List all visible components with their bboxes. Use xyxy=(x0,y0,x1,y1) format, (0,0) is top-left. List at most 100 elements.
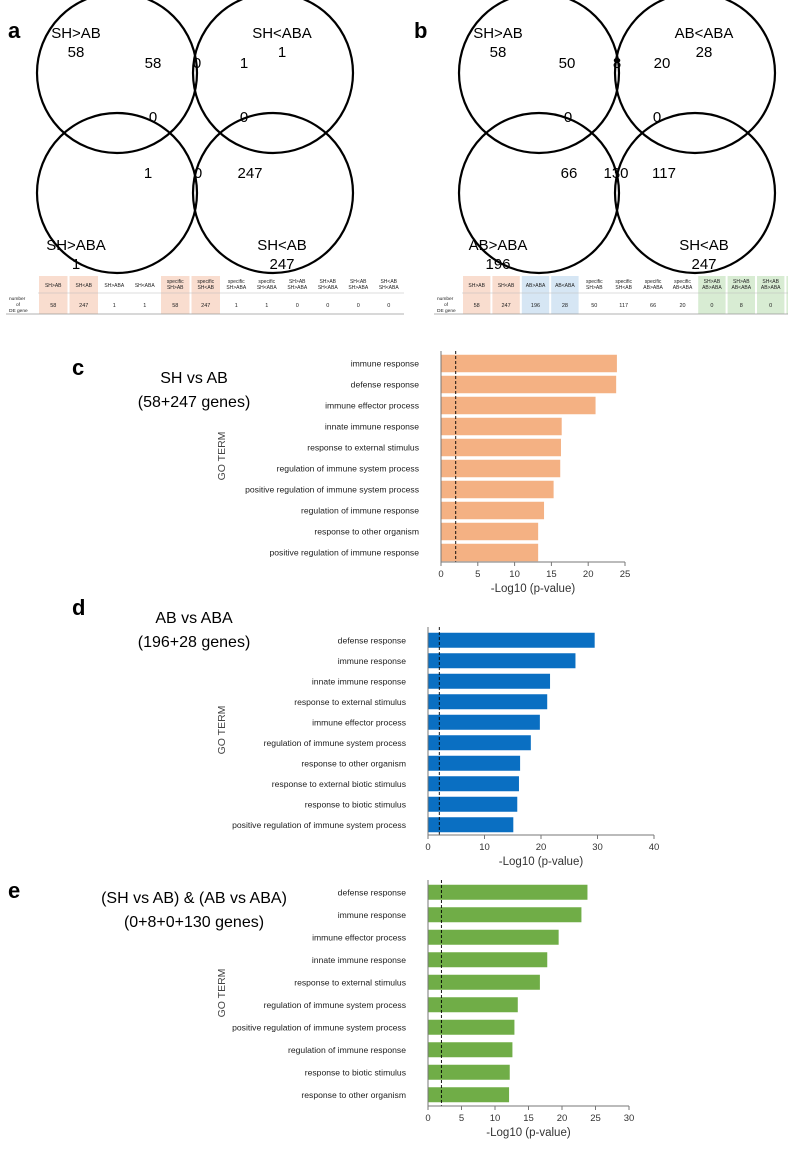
x-tick-label: 20 xyxy=(536,842,547,853)
table-col-highlight xyxy=(39,276,68,314)
bar xyxy=(428,997,518,1013)
bar xyxy=(428,817,514,833)
venn-set-name: AB<ABA xyxy=(675,25,734,42)
venn-set-count: 28 xyxy=(696,44,713,61)
category-label: positive regulation of immune system pro… xyxy=(232,820,406,830)
chart-title: (SH vs AB) & (AB vs ABA) xyxy=(101,890,287,907)
venn-circle xyxy=(613,111,777,275)
venn-circle xyxy=(457,0,621,155)
table-header-line: AB>ABA xyxy=(526,283,546,289)
table-row-label-line: of xyxy=(444,302,449,308)
bar xyxy=(441,396,596,415)
table-col-highlight xyxy=(786,276,788,314)
venn-region-count: 0 xyxy=(149,109,157,126)
x-axis-label: -Log10 (p-value) xyxy=(499,856,584,868)
table-value: 66 xyxy=(650,303,656,309)
category-label: defense response xyxy=(338,635,407,645)
category-label: response to biotic stimulus xyxy=(305,1067,406,1077)
bar xyxy=(428,952,548,968)
venn-region-count: 1 xyxy=(144,165,152,182)
venn-region-count: 0 xyxy=(194,165,202,182)
bar xyxy=(428,735,531,751)
table-header-line: AB<ABA xyxy=(673,285,693,291)
table-col-highlight xyxy=(551,276,579,314)
table-header-line: SH<AB xyxy=(380,279,397,285)
x-tick-label: 30 xyxy=(624,1113,635,1124)
table-value: 117 xyxy=(619,303,628,309)
category-label: positive regulation of immune system pro… xyxy=(245,485,419,495)
table-value: 1 xyxy=(143,303,146,309)
panel-letter: d xyxy=(72,595,85,620)
bar xyxy=(428,1019,515,1035)
chart-panel-c: c SH vs AB (58+247 genes) immune response de… xyxy=(72,351,630,595)
table-value: 58 xyxy=(172,303,178,309)
category-label: regulation of immune system process xyxy=(264,1000,406,1010)
table-header-line: AB<ABA xyxy=(731,285,751,291)
chart-title: SH vs AB xyxy=(160,370,228,387)
venn-region-count: 66 xyxy=(561,165,578,182)
table-header: specific SH>AB xyxy=(167,279,184,291)
table-header-line: SH<ABA xyxy=(135,283,156,289)
venn-circle xyxy=(35,111,199,275)
table-header-line: SH<AB xyxy=(615,285,632,291)
table-value: 58 xyxy=(474,303,480,309)
y-axis-label: GO TERM xyxy=(216,706,228,755)
x-tick-label: 0 xyxy=(438,569,443,580)
category-label: response to external stimulus xyxy=(307,443,419,453)
venn-region-count: 8 xyxy=(613,55,621,72)
bar xyxy=(441,375,617,394)
venn-circle xyxy=(613,0,777,155)
table-header-line: SH>AB xyxy=(468,283,485,289)
table-row-label-line: of xyxy=(16,302,21,308)
table-value: 1 xyxy=(265,303,268,309)
table-col-highlight xyxy=(727,276,755,314)
x-tick-label: 10 xyxy=(509,569,520,580)
venn-set-count: 1 xyxy=(72,256,80,273)
table-value: 0 xyxy=(296,303,299,309)
x-tick-label: 20 xyxy=(557,1113,568,1124)
x-tick-label: 5 xyxy=(459,1113,464,1124)
table-header-line: specific xyxy=(645,279,662,285)
table-header-line: AB>ABA xyxy=(761,285,781,291)
table-header: SH>AB SH>ABA xyxy=(287,279,308,291)
table-header-line: SH>ABA xyxy=(287,285,308,291)
table-col-highlight xyxy=(161,276,190,314)
category-label: positive regulation of immune system pro… xyxy=(232,1022,406,1032)
bar xyxy=(428,632,595,648)
venn-set-name: SH<ABA xyxy=(252,25,312,42)
table-col-highlight xyxy=(757,276,785,314)
bar xyxy=(428,653,576,669)
bar xyxy=(441,501,545,520)
table-header: SH>ABA xyxy=(104,283,125,289)
table-header-line: AB<ABA xyxy=(555,283,575,289)
table-header: specific AB<ABA xyxy=(673,279,693,291)
panel-letter: e xyxy=(8,878,20,903)
table-header-line: SH>ABA xyxy=(348,285,369,291)
table-value: 1 xyxy=(235,303,238,309)
chart-panel-e: e (SH vs AB) & (AB vs ABA) (0+8+0+130 gene… xyxy=(8,878,634,1139)
table-row-label: number of DE gene xyxy=(437,296,456,314)
chart-subtitle: (0+8+0+130 genes) xyxy=(124,914,264,931)
table-header: SH<AB xyxy=(498,283,515,289)
table-header-line: SH>AB xyxy=(45,283,62,289)
venn-region-count: 247 xyxy=(237,165,262,182)
table-header-line: SH>AB xyxy=(704,279,721,285)
bar xyxy=(441,543,539,562)
chart-title: AB vs ABA xyxy=(155,610,233,627)
venn-region-count: 130 xyxy=(603,165,628,182)
category-label: response to other organism xyxy=(301,1090,406,1100)
chart-subtitle: (196+28 genes) xyxy=(138,634,251,651)
category-label: regulation of immune response xyxy=(288,1045,406,1055)
venn-panel-b: b SH>AB 58 AB<ABA 28 AB>ABA 196 SH<AB 247 50 8 20 0 0… xyxy=(414,0,788,315)
table-header-line: specific xyxy=(258,279,275,285)
category-label: defense response xyxy=(338,887,407,897)
bar xyxy=(441,480,554,499)
category-label: regulation of immune system process xyxy=(277,464,419,474)
category-label: response to external biotic stimulus xyxy=(272,779,406,789)
table-header-line: SH>AB xyxy=(586,285,603,291)
table-header-line: specific xyxy=(197,279,214,285)
venn-region-count: 58 xyxy=(145,55,162,72)
table-col-highlight xyxy=(698,276,726,314)
table-header: specific SH<AB xyxy=(615,279,632,291)
venn-region-count: 0 xyxy=(564,109,572,126)
